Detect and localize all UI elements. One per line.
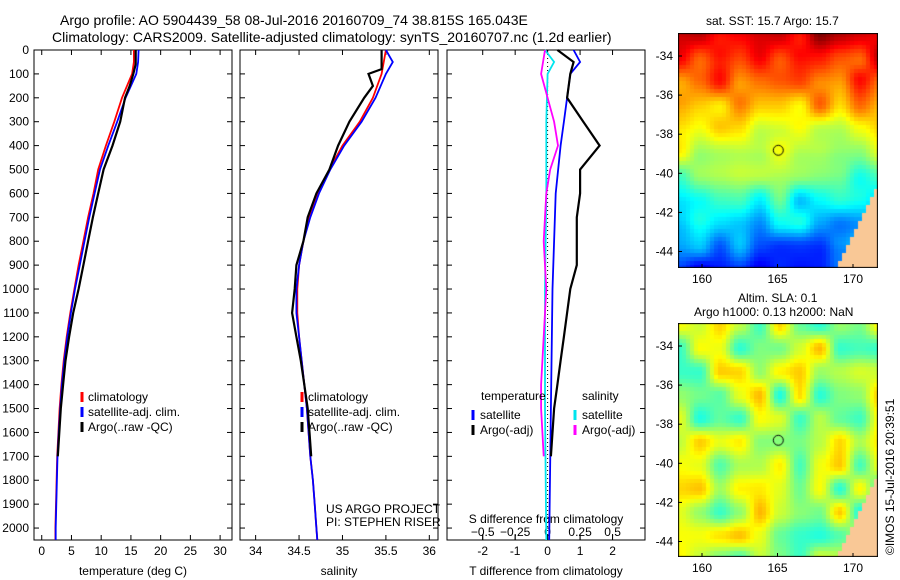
map-y-tick-label: -34 bbox=[656, 49, 674, 63]
title-line-1: Argo profile: AO 5904439_58 08-Jul-2016 … bbox=[60, 12, 528, 28]
x-tick-label: 34 bbox=[249, 544, 263, 558]
map-y-tick-label: -42 bbox=[656, 495, 674, 509]
series-line-argo-raw-qc- bbox=[290, 50, 383, 457]
legend-label: Argo(..raw -QC) bbox=[308, 420, 393, 434]
sst-map bbox=[678, 33, 878, 268]
series-line-t-satellite bbox=[548, 49, 582, 541]
map-y-tick-label: -42 bbox=[656, 205, 674, 219]
y-tick-label: 900 bbox=[9, 258, 29, 272]
series-line-satellite-adj-clim- bbox=[54, 49, 140, 540]
x-tick-label: 34.5 bbox=[287, 544, 311, 558]
sla-map-title-1: Altim. SLA: 0.1 bbox=[738, 291, 818, 305]
y-tick-label: 2000 bbox=[2, 521, 29, 535]
y-tick-label: 0 bbox=[22, 43, 29, 57]
map-y-tick-label: -44 bbox=[656, 245, 674, 259]
x-tick-label: 5 bbox=[68, 544, 75, 558]
legend-label: Argo(-adj) bbox=[582, 423, 635, 437]
map-y-tick-label: -40 bbox=[656, 166, 674, 180]
x-tick-label: -2 bbox=[477, 544, 488, 558]
y-tick-label: 100 bbox=[9, 67, 29, 81]
map-x-tick-label: 170 bbox=[843, 561, 863, 575]
x-tick-label: 25 bbox=[184, 544, 198, 558]
s-tick-label: −0.25 bbox=[500, 525, 531, 539]
map-y-tick-label: -36 bbox=[656, 378, 674, 392]
legend-label: satellite bbox=[480, 408, 521, 422]
panel-frame-salinity bbox=[239, 49, 439, 541]
series-line-t-argo-adj- bbox=[549, 49, 601, 457]
x-tick-label: -1 bbox=[510, 544, 521, 558]
y-tick-label: 400 bbox=[9, 139, 29, 153]
legend-label: satellite-adj. clim. bbox=[88, 405, 180, 419]
x-tick-label: 0 bbox=[544, 544, 551, 558]
s-tick-label: 0.5 bbox=[604, 525, 621, 539]
y-tick-label: 600 bbox=[9, 186, 29, 200]
y-tick-label: 700 bbox=[9, 210, 29, 224]
map-x-tick-label: 165 bbox=[767, 561, 787, 575]
map-y-tick-label: -38 bbox=[656, 127, 674, 141]
y-tick-label: 800 bbox=[9, 234, 29, 248]
x-tick-label: 15 bbox=[124, 544, 138, 558]
y-tick-label: 1000 bbox=[2, 282, 29, 296]
x-tick-label: 35.5 bbox=[374, 544, 398, 558]
y-tick-label: 1400 bbox=[2, 378, 29, 392]
series-line-argo-raw-qc- bbox=[56, 50, 137, 457]
y-tick-label: 1900 bbox=[2, 497, 29, 511]
x-axis-label: temperature (deg C) bbox=[79, 564, 187, 578]
annotation-text: PI: STEPHEN RISER bbox=[326, 515, 441, 529]
x-tick-label: 10 bbox=[95, 544, 109, 558]
y-tick-label: 1700 bbox=[2, 449, 29, 463]
title-line-2: Climatology: CARS2009. Satellite-adjuste… bbox=[52, 29, 612, 45]
map-x-tick-label: 170 bbox=[843, 272, 863, 286]
y-tick-label: 1200 bbox=[2, 330, 29, 344]
y-tick-label: 300 bbox=[9, 115, 29, 129]
sla-map bbox=[678, 323, 878, 557]
y-tick-label: 1600 bbox=[2, 425, 29, 439]
legend-label: satellite bbox=[582, 408, 623, 422]
x-tick-label: 36 bbox=[423, 544, 437, 558]
map-y-tick-label: -36 bbox=[656, 88, 674, 102]
map-x-tick-label: 160 bbox=[692, 272, 712, 286]
credit-text: ©IMOS 15-Jul-2016 20:39:51 bbox=[883, 398, 897, 555]
y-tick-label: 500 bbox=[9, 163, 29, 177]
legend-header: salinity bbox=[582, 389, 619, 403]
sst-map-title: sat. SST: 15.7 Argo: 15.7 bbox=[706, 14, 839, 28]
x-tick-label: 30 bbox=[213, 544, 227, 558]
map-y-tick-label: -40 bbox=[656, 456, 674, 470]
y-tick-label: 200 bbox=[9, 91, 29, 105]
legend-label: Argo(-adj) bbox=[480, 423, 533, 437]
x-tick-label: 1 bbox=[577, 544, 584, 558]
legend-label: climatology bbox=[308, 390, 368, 404]
y-tick-label: 1800 bbox=[2, 473, 29, 487]
map-y-tick-label: -38 bbox=[656, 417, 674, 431]
legend-label: satellite-adj. clim. bbox=[308, 405, 400, 419]
x-tick-label: 35 bbox=[336, 544, 350, 558]
legend-label: Argo(..raw -QC) bbox=[88, 420, 173, 434]
x-tick-label: 2 bbox=[609, 544, 616, 558]
x-tick-label: 20 bbox=[154, 544, 168, 558]
annotation-text: US ARGO PROJECT bbox=[326, 502, 441, 516]
legend-label: climatology bbox=[88, 390, 148, 404]
x-axis-label: salinity bbox=[321, 564, 358, 578]
map-y-tick-label: -34 bbox=[656, 339, 674, 353]
s-tick-label: 0 bbox=[544, 525, 551, 539]
map-y-tick-label: -44 bbox=[656, 535, 674, 549]
series-line-satellite-adj-clim- bbox=[295, 49, 394, 541]
y-tick-label: 1300 bbox=[2, 354, 29, 368]
series-line-s-satellite bbox=[544, 49, 556, 541]
sla-map-title-2: Argo h1000: 0.13 h2000: NaN bbox=[694, 305, 854, 319]
legend-header: temperature bbox=[481, 389, 546, 403]
series-line-s-argo-adj- bbox=[540, 49, 559, 457]
y-tick-label: 1100 bbox=[3, 306, 29, 320]
y-tick-label: 1500 bbox=[2, 402, 29, 416]
map-x-tick-label: 160 bbox=[692, 561, 712, 575]
x-tick-label: 0 bbox=[38, 544, 45, 558]
x-axis-label: T difference from climatology bbox=[469, 564, 623, 578]
s-tick-label: 0.25 bbox=[568, 525, 592, 539]
map-x-tick-label: 165 bbox=[767, 272, 787, 286]
s-tick-label: −0.5 bbox=[471, 525, 495, 539]
